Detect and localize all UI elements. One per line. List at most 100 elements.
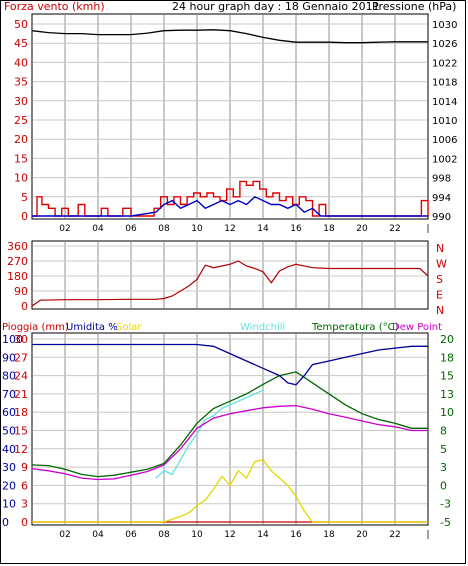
legend-entry: Windchill <box>240 322 285 333</box>
y-left-tick-label: 5 <box>21 191 28 204</box>
x-tick-label: 14 <box>257 530 269 540</box>
compass-label: N <box>436 242 444 255</box>
y-humidity-tick-label: 50 <box>2 425 16 438</box>
x-tick-label: 18 <box>323 224 335 234</box>
series-solar <box>32 459 428 523</box>
legend-entry: Temperatura (°C) <box>311 322 399 333</box>
y-humidity-tick-label: 60 <box>2 406 16 419</box>
y-right-tick-label: 1010 <box>432 116 457 127</box>
x-tick-label: 14 <box>257 224 269 234</box>
y-temperature-tick-label: 10 <box>440 406 454 419</box>
legend-entry: Solar <box>116 322 142 333</box>
wind-axis-title: Forza vento (kmh) <box>4 0 105 13</box>
series-wind-direction <box>31 260 429 307</box>
panel-temperature-humidity: Pioggia (mm)Umidita %Solar Windchill Tempe… <box>2 322 454 540</box>
y-rain-tick-label: 3 <box>21 498 28 511</box>
x-tick-label: 16 <box>290 224 302 234</box>
y-humidity-tick-label: 40 <box>2 443 16 456</box>
series-dew-point <box>31 404 428 481</box>
y-humidity-tick-label: 0 <box>2 516 9 529</box>
y-left-tick-label: 45 <box>14 37 28 50</box>
x-tick-label: 02 <box>59 224 70 234</box>
series-windchill <box>155 389 264 479</box>
y-left-tick-label: 15 <box>14 152 28 165</box>
y-humidity-tick-label: 10 <box>2 498 16 511</box>
y-rain-tick-label: 21 <box>14 388 28 401</box>
series-pressure <box>31 29 428 44</box>
x-tick-label: 20 <box>356 530 368 540</box>
chart-title: 24 hour graph day : 18 Gennaio 2011 <box>172 0 380 13</box>
y-left-tick-label: 90 <box>14 285 28 298</box>
y-rain-tick-label: 6 <box>21 479 28 492</box>
x-tick-label: 16 <box>290 530 302 540</box>
y-temperature-tick-label: -3 <box>440 498 451 511</box>
y-temperature-tick-label: -5 <box>440 516 451 529</box>
y-left-tick-label: 30 <box>14 95 28 108</box>
panel-wind-pressure: 0510152025303540455099099499810021006101… <box>14 13 457 234</box>
y-right-tick-label: 1022 <box>432 58 457 69</box>
compass-label: N <box>436 304 444 317</box>
y-left-tick-label: 35 <box>14 76 28 89</box>
x-tick-label: 10 <box>191 224 203 234</box>
y-rain-tick-label: 15 <box>14 425 28 438</box>
y-rain-tick-label: 9 <box>21 461 28 474</box>
x-tick-label: 08 <box>158 224 170 234</box>
y-rain-tick-label: 30 <box>14 333 28 346</box>
y-right-tick-label: 1014 <box>432 97 457 108</box>
series-temperatura-c- <box>31 371 428 478</box>
compass-label: S <box>436 273 443 286</box>
x-tick-label: 22 <box>389 224 400 234</box>
legend-entry: Umidita % <box>66 322 118 333</box>
series-wind-avg <box>32 195 428 217</box>
pressure-axis-title: Pressione (hPa) <box>372 0 456 13</box>
x-tick-label: 02 <box>59 530 70 540</box>
y-left-tick-label: 10 <box>14 172 28 185</box>
y-right-tick-label: 1006 <box>432 135 457 146</box>
x-tick-label: 04 <box>92 530 104 540</box>
x-tick-label: 04 <box>92 224 104 234</box>
y-left-tick-label: 0 <box>21 300 28 313</box>
y-right-tick-label: 994 <box>432 193 451 204</box>
x-tick-label: 18 <box>323 530 335 540</box>
x-tick-label: 10 <box>191 530 203 540</box>
y-right-tick-label: 1026 <box>432 39 457 50</box>
series-wind-peak <box>32 180 429 217</box>
y-right-tick-label: 998 <box>432 174 451 185</box>
y-rain-tick-label: 0 <box>21 516 28 529</box>
y-left-tick-label: 50 <box>14 18 28 31</box>
y-temperature-tick-label: 3 <box>440 461 447 474</box>
y-humidity-tick-label: 80 <box>2 370 16 383</box>
y-rain-tick-label: 12 <box>14 443 28 456</box>
x-tick-label: 12 <box>224 530 235 540</box>
y-rain-tick-label: 18 <box>14 406 28 419</box>
compass-label: W <box>436 258 447 271</box>
y-temperature-tick-label: 8 <box>440 425 447 438</box>
legend-entry: Pioggia (mm) <box>2 322 69 333</box>
series-umidita- <box>32 343 428 386</box>
y-rain-tick-label: 24 <box>14 370 28 383</box>
y-left-tick-label: 0 <box>21 210 28 223</box>
y-temperature-tick-label: 15 <box>440 370 454 383</box>
y-humidity-tick-label: 100 <box>2 333 23 346</box>
y-humidity-tick-label: 20 <box>2 479 16 492</box>
y-humidity-tick-label: 30 <box>2 461 16 474</box>
x-tick-label: 08 <box>158 530 170 540</box>
y-right-tick-label: 990 <box>432 212 451 223</box>
x-tick-label: 06 <box>125 224 137 234</box>
x-tick-label: 12 <box>224 224 235 234</box>
y-temperature-tick-label: 5 <box>440 443 447 456</box>
y-right-tick-label: 1002 <box>432 154 457 165</box>
y-humidity-tick-label: 70 <box>2 388 16 401</box>
y-left-tick-label: 25 <box>14 114 28 127</box>
y-left-tick-label: 270 <box>7 255 28 268</box>
y-temperature-tick-label: 18 <box>440 351 454 364</box>
y-temperature-tick-label: 0 <box>440 479 447 492</box>
x-tick-label: 20 <box>356 224 368 234</box>
y-left-tick-label: 20 <box>14 133 28 146</box>
y-humidity-tick-label: 90 <box>2 351 16 364</box>
y-temperature-tick-label: 13 <box>440 388 454 401</box>
x-tick-label: 06 <box>125 530 137 540</box>
